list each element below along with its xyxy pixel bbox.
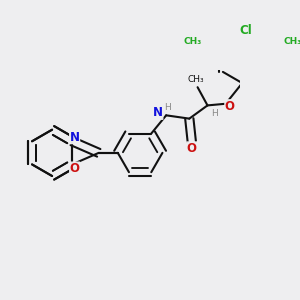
Text: N: N [70,130,80,144]
Text: CH₃: CH₃ [188,75,204,84]
Text: Cl: Cl [239,24,252,37]
Text: O: O [187,142,197,155]
Text: H: H [211,109,218,118]
Text: CH₃: CH₃ [283,37,300,46]
Text: CH₃: CH₃ [183,37,201,46]
Text: H: H [164,103,171,112]
Text: N: N [153,106,163,119]
Text: O: O [70,162,80,175]
Text: O: O [225,100,235,113]
